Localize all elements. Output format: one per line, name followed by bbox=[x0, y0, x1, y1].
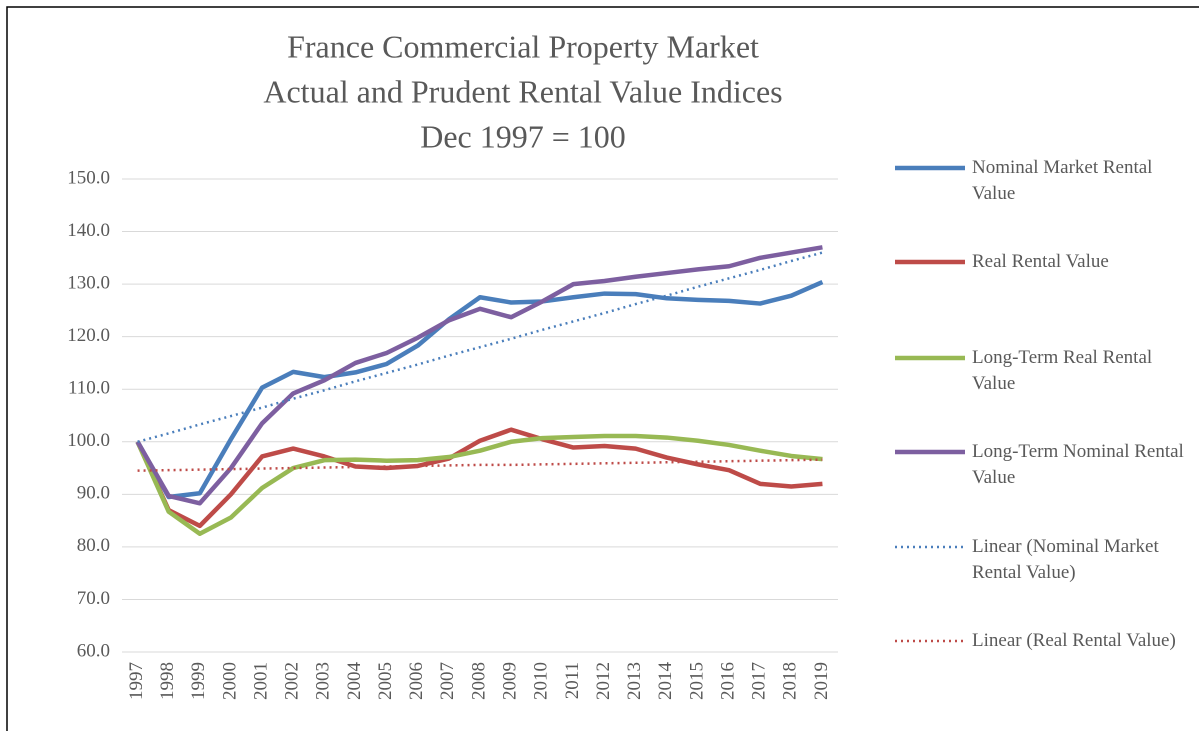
y-tick-label: 120.0 bbox=[67, 325, 110, 346]
x-tick-label: 2013 bbox=[624, 662, 645, 700]
series-line bbox=[135, 279, 824, 500]
x-tick-label: 1999 bbox=[188, 662, 209, 700]
chart-subtitle: Actual and Prudent Rental Value Indices bbox=[263, 73, 782, 109]
chart-subtitle: Dec 1997 = 100 bbox=[420, 118, 626, 154]
legend-label: Nominal Market Rental Value bbox=[972, 157, 1153, 204]
legend-label: Long-Term Nominal Rental Value bbox=[972, 441, 1184, 488]
x-tick-label: 2005 bbox=[375, 662, 396, 700]
legend-label: Long-Term Real Rental Value bbox=[972, 347, 1153, 394]
x-tick-label: 2014 bbox=[655, 662, 676, 701]
x-tick-label: 2006 bbox=[406, 662, 427, 700]
series-line bbox=[135, 433, 823, 536]
x-tick-label: 2003 bbox=[313, 662, 334, 700]
y-tick-label: 130.0 bbox=[67, 272, 110, 293]
y-tick-label: 60.0 bbox=[77, 640, 110, 661]
x-tick-label: 2016 bbox=[717, 662, 738, 700]
x-tick-label: 2010 bbox=[531, 662, 552, 700]
x-tick-label: 1998 bbox=[157, 662, 178, 700]
x-tick-label: 2019 bbox=[811, 662, 832, 700]
y-tick-label: 150.0 bbox=[67, 167, 110, 188]
x-tick-label: 2000 bbox=[219, 662, 240, 700]
y-tick-label: 100.0 bbox=[67, 430, 110, 451]
x-tick-label: 2012 bbox=[593, 662, 614, 700]
x-tick-label: 2002 bbox=[282, 662, 303, 700]
x-tick-label: 1997 bbox=[126, 662, 147, 700]
x-tick-label: 2008 bbox=[468, 662, 489, 700]
frame bbox=[6, 6, 1199, 731]
x-tick-label: 2018 bbox=[780, 662, 801, 700]
legend-label: Linear (Real Rental Value) bbox=[972, 630, 1176, 651]
x-tick-label: 2001 bbox=[250, 662, 271, 700]
x-tick-label: 2017 bbox=[749, 662, 770, 700]
y-tick-label: 70.0 bbox=[77, 588, 110, 609]
x-tick-label: 2007 bbox=[437, 662, 458, 700]
x-tick-label: 2009 bbox=[499, 662, 520, 700]
y-tick-label: 80.0 bbox=[77, 535, 110, 556]
x-tick-label: 2004 bbox=[344, 662, 365, 701]
x-tick-label: 2015 bbox=[686, 662, 707, 700]
legend-label: Real Rental Value bbox=[972, 251, 1109, 272]
legend-label: Linear (Nominal Market Rental Value) bbox=[972, 536, 1159, 583]
y-tick-label: 140.0 bbox=[67, 220, 110, 241]
x-tick-label: 2011 bbox=[562, 662, 583, 699]
chart-title: France Commercial Property Market bbox=[287, 28, 759, 64]
series-line bbox=[137, 458, 823, 472]
y-tick-label: 110.0 bbox=[68, 378, 110, 399]
series-line bbox=[135, 245, 823, 506]
y-tick-label: 90.0 bbox=[77, 483, 110, 504]
series-line bbox=[137, 251, 823, 443]
